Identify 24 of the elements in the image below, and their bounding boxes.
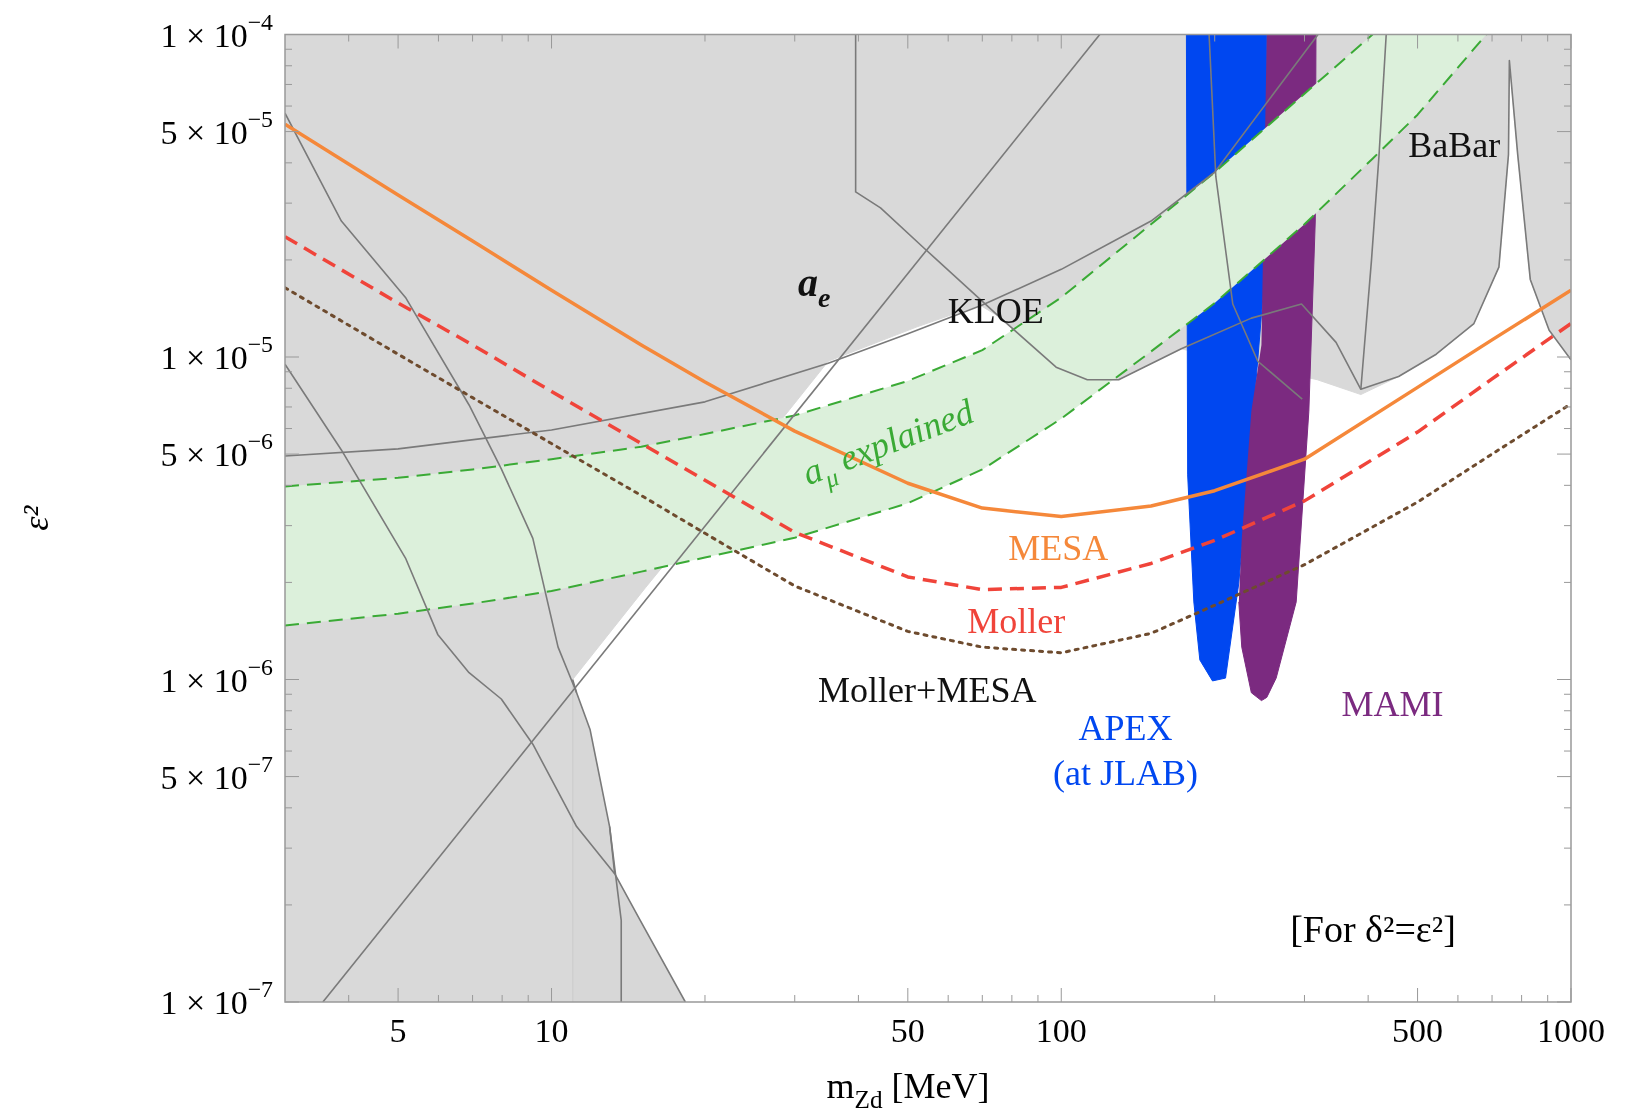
x-tick-label: 10 [534, 1011, 569, 1049]
x-tick-label: 100 [1035, 1011, 1087, 1049]
x-tick-label: 500 [1392, 1011, 1444, 1049]
x-axis-title: m$_{Zd}$ [MeV] [826, 1066, 990, 1111]
series-label: BaBar [1408, 124, 1501, 165]
series-label: MAMI [1341, 683, 1444, 724]
y-tick-label: 1 × 10$^{−7}$ [160, 976, 274, 1021]
series-label: KLOE [947, 291, 1044, 332]
series-label: Moller [967, 600, 1066, 641]
y-tick-label: 5 × 10$^{−6}$ [160, 428, 274, 473]
x-tick-label: 1000 [1537, 1011, 1605, 1049]
y-tick-label: 1 × 10$^{−4}$ [160, 8, 274, 53]
y-tick-label: 5 × 10$^{−5}$ [160, 105, 273, 151]
y-tick-label: 1 × 10$^{−6}$ [160, 653, 274, 698]
series-label: MESA [1008, 527, 1109, 568]
y-tick-label: 5 × 10$^{−7}$ [160, 750, 274, 796]
annotation: [For δ²=ε²] [1290, 908, 1456, 950]
x-tick-label: 5 [389, 1011, 407, 1049]
y-axis-title: ε² [16, 504, 56, 531]
y-tick-label: 1 × 10$^{−5}$ [160, 331, 273, 376]
series-label: a$_{e}$ [798, 259, 831, 314]
x-tick-label: 50 [890, 1011, 925, 1049]
series-label: Moller+MESA [818, 669, 1037, 710]
series-label: APEX (at JLAB) [1053, 707, 1198, 793]
